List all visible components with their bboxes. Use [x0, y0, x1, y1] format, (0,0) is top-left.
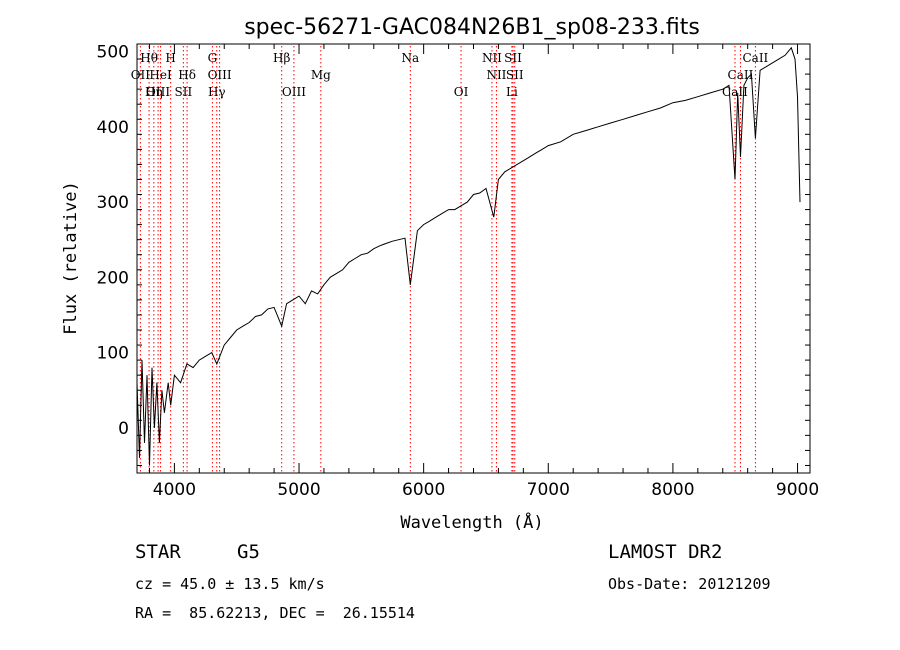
line-label: Na	[401, 51, 419, 65]
y-tick-label: 200	[97, 268, 129, 288]
line-label: H	[165, 51, 175, 65]
line-label: NII	[486, 68, 506, 82]
line-label: SII	[175, 85, 193, 99]
line-label: G	[208, 51, 218, 65]
line-label: OI	[454, 85, 469, 99]
line-label: HeI	[149, 68, 172, 82]
y-tick-label: 0	[118, 419, 129, 439]
line-label: Li	[506, 85, 518, 99]
x-axis-label: Wavelength (Å)	[400, 511, 543, 533]
x-tick-label: 4000	[153, 480, 196, 500]
x-tick-label: 5000	[277, 480, 320, 500]
line-label: OII	[131, 68, 151, 82]
observation-date: Obs-Date: 20121209	[608, 575, 771, 593]
line-label: CaII	[728, 68, 754, 82]
line-label: CaII	[722, 85, 748, 99]
y-axis-ticks: 0 100 200 300 400 500	[97, 43, 810, 466]
plot-frame	[136, 43, 811, 474]
line-label: Hγ	[208, 85, 226, 99]
line-label: CaII	[742, 51, 768, 65]
line-label: OIII	[282, 85, 306, 99]
x-tick-label: 7000	[527, 480, 570, 500]
line-label: NII	[482, 51, 502, 65]
x-tick-label: 8000	[651, 480, 694, 500]
survey-name: LAMOST DR2	[608, 541, 723, 563]
line-label: OIII	[146, 85, 170, 99]
chart-title: spec-56271-GAC084N26B1_sp08-233.fits	[244, 15, 700, 40]
line-label: Hδ	[178, 68, 196, 82]
spectral-line-markers	[139, 46, 756, 473]
line-label: Hβ	[273, 51, 290, 65]
redshift-velocity: cz = 45.0 ± 13.5 km/s	[135, 575, 325, 593]
y-tick-label: 100	[97, 344, 129, 364]
line-label: Hθ	[140, 51, 158, 65]
x-tick-label: 9000	[776, 480, 819, 500]
line-label: Mg	[311, 68, 331, 82]
x-tick-label: 6000	[402, 480, 445, 500]
coordinates: RA = 85.62213, DEC = 26.15514	[135, 604, 415, 622]
spectrum-line	[136, 46, 801, 466]
line-label: SII	[506, 68, 524, 82]
line-label: SII	[504, 51, 522, 65]
y-tick-label: 300	[97, 193, 129, 213]
object-class: STAR	[135, 541, 181, 563]
line-label: Hη	[145, 85, 163, 99]
y-axis-label: Flux (relative)	[61, 181, 81, 335]
y-tick-label: 400	[97, 118, 129, 138]
y-tick-label: 500	[97, 43, 129, 63]
object-subclass: G5	[237, 541, 260, 563]
line-label: OIII	[208, 68, 232, 82]
x-axis-ticks: 4000 5000 6000 7000 8000 9000	[148, 44, 819, 500]
